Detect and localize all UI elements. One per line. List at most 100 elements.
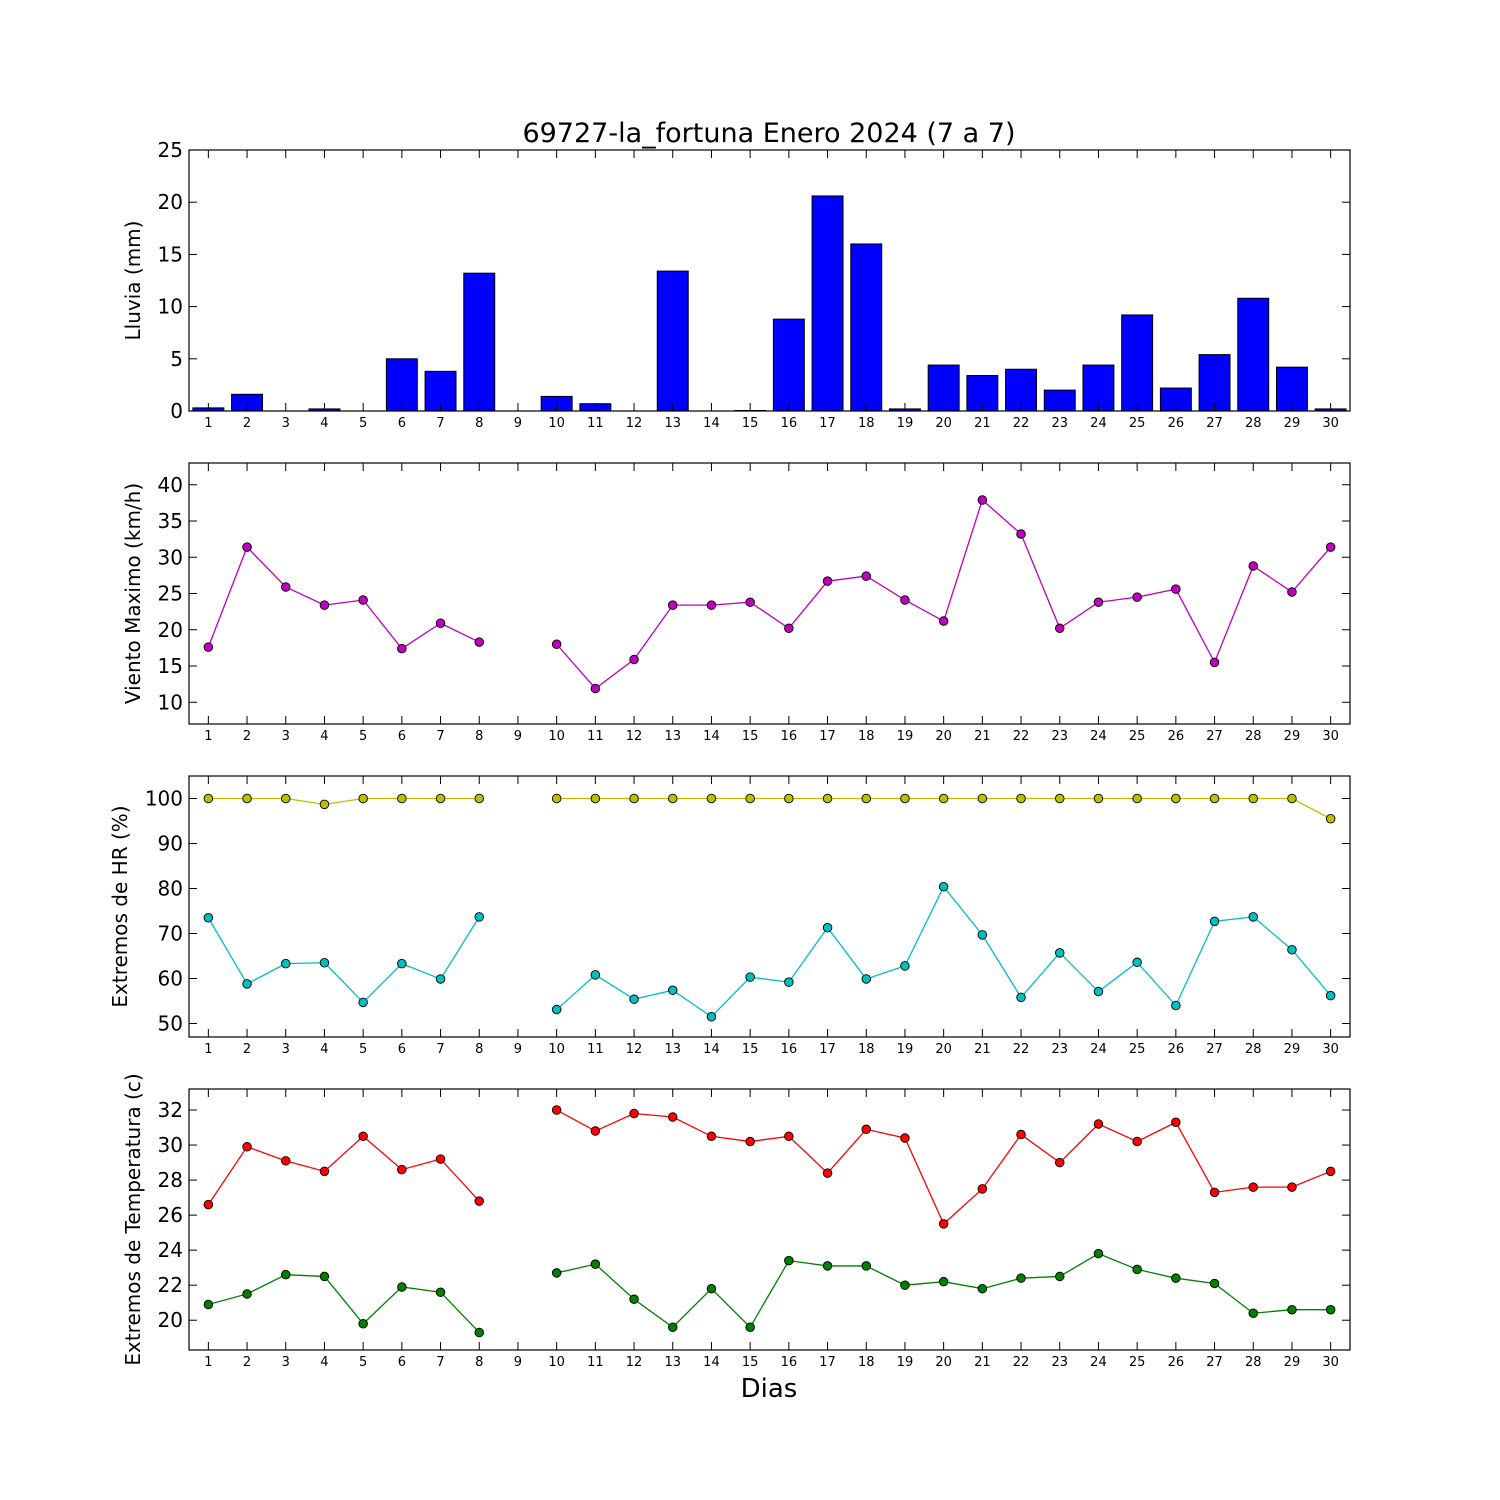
x-tick-label: 19 [897,416,914,431]
data-point [1248,1308,1258,1318]
data-point [822,576,833,586]
data-point [706,793,717,804]
x-tick-label: 7 [436,1042,444,1057]
x-tick-label: 23 [1051,1042,1068,1057]
data-point [474,793,485,804]
series-line-2 [208,1274,480,1333]
x-tick-label: 8 [475,1355,483,1370]
x-tick-label: 15 [742,1042,759,1057]
x-tick-label: 5 [359,1042,367,1057]
data-point [938,881,949,892]
y-tick-label: 70 [158,922,183,946]
x-tick-label: 7 [436,416,444,431]
x-tick-label: 2 [243,1355,251,1370]
x-tick-label: 9 [514,416,522,431]
x-tick-label: 16 [781,729,798,744]
data-point [1171,1273,1181,1283]
data-point [358,1318,368,1329]
x-tick-label: 4 [320,729,328,744]
x-tick-label: 19 [897,729,914,744]
data-point [938,793,949,804]
data-point [281,958,291,969]
data-point [551,793,562,804]
x-tick-label: 6 [398,1355,406,1370]
data-point [977,930,988,940]
x-tick-label: 13 [664,1042,681,1057]
y-tick-label: 40 [158,473,183,497]
plot-frame [188,775,1351,1038]
x-tick-label: 1 [204,1042,212,1057]
x-tick-label: 27 [1206,416,1223,431]
data-point [1016,1273,1026,1283]
data-point [784,793,794,804]
data-point [1132,793,1142,804]
x-tick-label: 3 [282,1355,290,1370]
data-point [1016,529,1026,539]
x-tick-label: 26 [1168,1042,1185,1057]
data-point [319,958,330,968]
x-tick-label: 3 [282,416,290,431]
data-point [784,977,794,987]
data-point [938,616,949,626]
data-point [590,683,601,694]
data-point [629,793,639,804]
data-point [706,1012,717,1022]
x-tick-label: 18 [858,416,875,431]
data-point [977,1184,988,1194]
data-point [1171,584,1181,594]
data-point [551,1004,562,1015]
data-point [203,913,214,923]
data-point [242,542,252,552]
x-tick-label: 20 [935,1042,952,1057]
x-tick-label: 23 [1051,416,1068,431]
series-line-1 [208,797,480,806]
x-tick-label: 25 [1129,1355,1146,1370]
bar [1198,354,1231,412]
x-tick-label: 5 [359,729,367,744]
data-point [668,600,678,610]
data-point [784,1131,794,1142]
data-point [706,1131,717,1142]
series-line-1 [556,1109,1331,1225]
data-point [1171,1000,1181,1011]
x-tick-label: 12 [626,1355,643,1370]
plot-frame [188,1088,1351,1351]
data-point [784,623,794,634]
x-tick-label: 16 [781,1355,798,1370]
x-tick-label: 15 [742,1355,759,1370]
data-point [745,793,755,804]
data-point [242,1289,252,1299]
data-point [551,1105,562,1115]
data-point [397,1164,407,1175]
x-tick-label: 20 [935,416,952,431]
x-tick-label: 26 [1168,729,1185,744]
data-point [281,1269,291,1280]
y-tick-label: 24 [158,1238,183,1262]
data-point [861,1124,872,1135]
x-tick-label: 25 [1129,1042,1146,1057]
data-point [1248,1182,1258,1192]
y-tick-label: 20 [158,190,183,214]
x-tick-label: 1 [204,416,212,431]
x-tick-label: 30 [1322,729,1339,744]
x-tick-label: 10 [548,1355,565,1370]
data-point [1093,1119,1104,1129]
series-line-1 [207,545,480,650]
data-point [706,1283,717,1294]
x-tick-label: 10 [548,416,565,431]
bar [656,270,689,412]
data-point [900,1133,910,1143]
y-tick-label: 100 [145,787,183,811]
x-tick-label: 28 [1245,1042,1262,1057]
y-tick-label: 22 [158,1273,183,1297]
data-point [1016,1129,1026,1140]
x-tick-label: 2 [243,416,251,431]
data-point [1325,1304,1336,1315]
x-tick-label: 16 [781,416,798,431]
data-point [745,972,755,982]
data-point [900,793,910,804]
data-point [1209,657,1220,668]
y-tick-label: 35 [158,509,183,533]
x-tick-label: 29 [1284,1042,1301,1057]
